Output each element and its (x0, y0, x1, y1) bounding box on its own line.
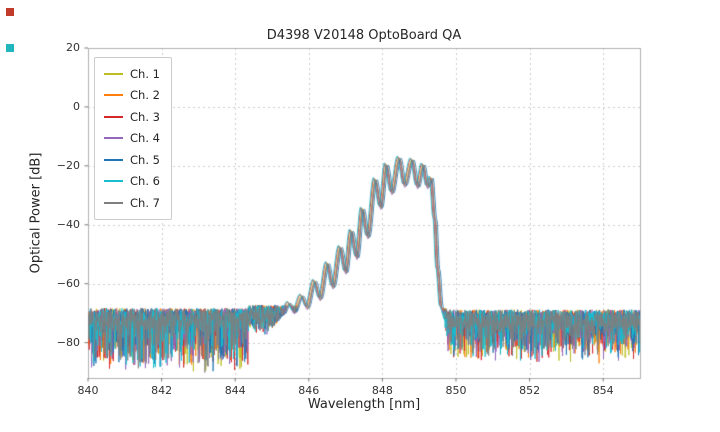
legend-item-ch4: Ch. 4 (104, 128, 160, 150)
legend-item-ch5: Ch. 5 (104, 149, 160, 171)
legend-line-swatch (104, 72, 123, 75)
legend-item-ch7: Ch. 7 (104, 192, 160, 214)
x-tick-label: 850 (445, 384, 467, 397)
legend-line-swatch (104, 201, 123, 204)
y-tick-label: −60 (56, 276, 80, 290)
legend-item-ch3: Ch. 3 (104, 106, 160, 128)
legend: Ch. 1 Ch. 2 Ch. 3 Ch. 4 Ch. 5 Ch. 6 Ch. 7 (94, 57, 172, 220)
legend-line-swatch (104, 115, 123, 118)
x-tick-label: 852 (519, 384, 541, 397)
x-axis-label: Wavelength [nm] (307, 397, 421, 412)
legend-line-swatch (104, 137, 123, 140)
legend-label: Ch. 6 (130, 174, 160, 189)
legend-item-ch2: Ch. 2 (104, 85, 160, 107)
x-tick-label: 840 (77, 384, 99, 397)
y-tick-label: −80 (56, 335, 80, 349)
legend-line-swatch (104, 180, 123, 183)
x-tick-label: 848 (371, 384, 393, 397)
y-tick-label: −40 (56, 217, 80, 231)
legend-label: Ch. 3 (130, 109, 160, 124)
legend-item-ch6: Ch. 6 (104, 171, 160, 193)
y-tick-label: −20 (56, 158, 80, 172)
x-tick-label: 842 (151, 384, 173, 397)
legend-label: Ch. 4 (130, 131, 160, 146)
x-tick-label: 854 (592, 384, 614, 397)
x-tick-label: 846 (298, 384, 320, 397)
legend-label: Ch. 7 (130, 195, 160, 210)
corner-marker-teal (6, 44, 14, 52)
legend-label: Ch. 5 (130, 152, 160, 167)
y-tick-label: 0 (73, 99, 80, 113)
legend-label: Ch. 2 (130, 88, 160, 103)
y-tick-label: 20 (66, 41, 80, 54)
legend-line-swatch (104, 158, 123, 161)
corner-marker-red (6, 8, 14, 16)
legend-line-swatch (104, 94, 123, 97)
legend-label: Ch. 1 (130, 66, 160, 81)
legend-item-ch1: Ch. 1 (104, 63, 160, 85)
chart-title: D4398 V20148 OptoBoard QA (266, 28, 462, 43)
x-tick-label: 844 (224, 384, 246, 397)
